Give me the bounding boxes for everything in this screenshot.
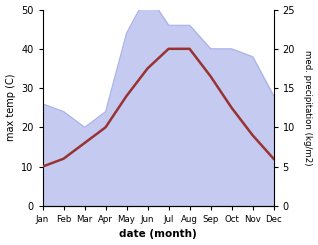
X-axis label: date (month): date (month) — [119, 230, 197, 239]
Y-axis label: med. precipitation (kg/m2): med. precipitation (kg/m2) — [303, 50, 313, 165]
Y-axis label: max temp (C): max temp (C) — [5, 74, 16, 141]
